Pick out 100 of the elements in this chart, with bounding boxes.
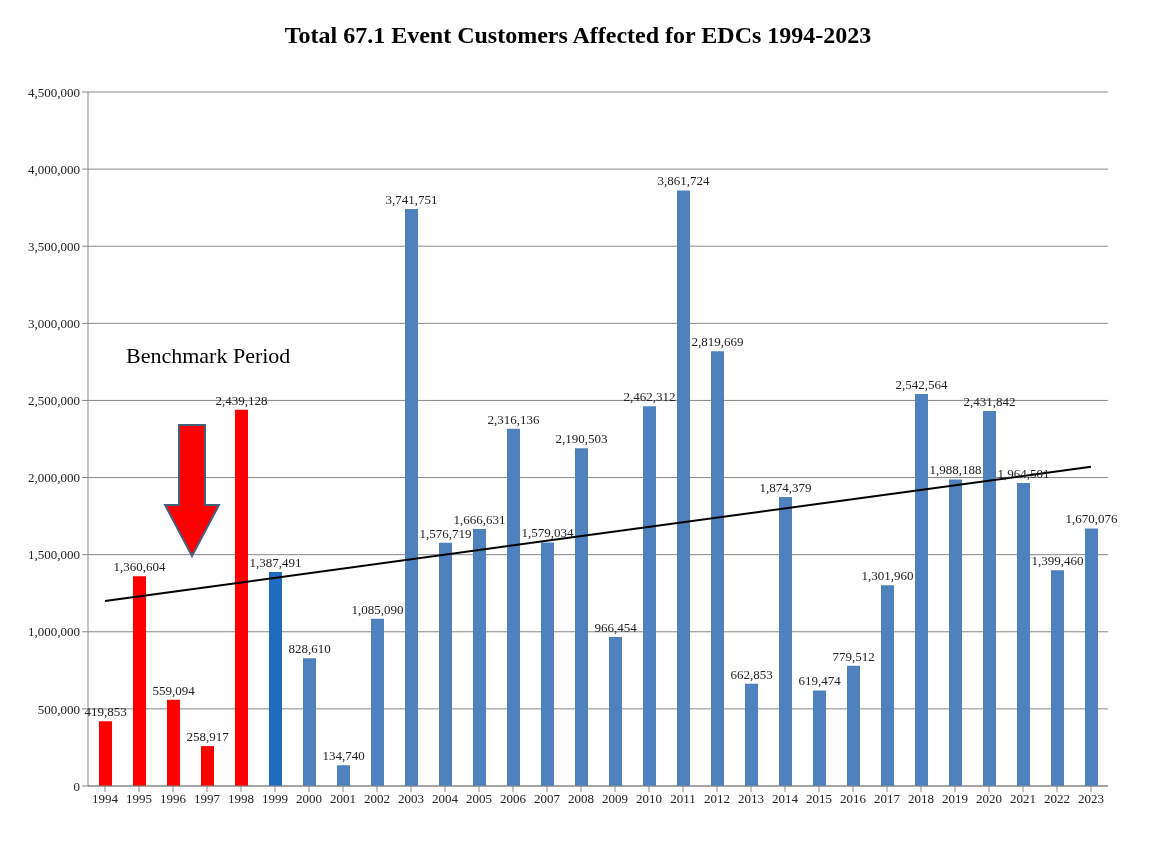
- x-tick-label: 2008: [568, 791, 594, 807]
- x-tick-label: 2017: [874, 791, 901, 807]
- data-label: 1,301,960: [861, 568, 914, 584]
- y-tick-label: 3,000,000: [28, 315, 80, 331]
- x-tick-label: 2001: [330, 791, 356, 807]
- bar: [269, 572, 282, 786]
- y-tick-label: 3,500,000: [28, 238, 80, 254]
- x-tick-label: 2002: [364, 791, 390, 807]
- data-label: 2,542,564: [895, 376, 948, 392]
- x-tick-label: 1997: [194, 791, 221, 807]
- data-label: 619,474: [798, 673, 842, 689]
- x-tick-label: 2003: [398, 791, 424, 807]
- data-label: 1,666,631: [453, 511, 506, 527]
- data-label: 2,462,312: [623, 389, 676, 405]
- bar: [745, 683, 758, 786]
- x-tick-label: 1995: [126, 791, 152, 807]
- data-label: 559,094: [152, 682, 196, 698]
- bar: [949, 479, 962, 786]
- data-label: 3,741,751: [385, 191, 438, 207]
- x-tick-label: 1998: [228, 791, 254, 807]
- bar: [643, 406, 656, 786]
- x-tick-label: 2022: [1044, 791, 1070, 807]
- bar: [541, 542, 554, 786]
- chart-title: Total 67.1 Event Customers Affected for EDCs 1994-2023: [283, 21, 873, 50]
- x-tick-label: 2010: [636, 791, 662, 807]
- data-label: 1,670,076: [1065, 511, 1118, 527]
- bar: [915, 393, 928, 786]
- y-tick-label: 2,000,000: [28, 470, 80, 486]
- bar: [405, 208, 418, 786]
- data-label: 2,439,128: [215, 392, 268, 408]
- data-label: 1,387,491: [249, 555, 302, 571]
- x-tick-label: 2014: [772, 791, 799, 807]
- bar: [609, 636, 622, 786]
- data-label: 2,316,136: [487, 411, 540, 427]
- x-tick-label: 2000: [296, 791, 322, 807]
- x-tick-label: 2013: [738, 791, 764, 807]
- x-tick-label: 2007: [534, 791, 561, 807]
- data-label: 662,853: [730, 666, 773, 682]
- data-label: 1,579,034: [521, 525, 574, 541]
- bar: [847, 665, 860, 786]
- y-tick-label: 1,000,000: [28, 624, 80, 640]
- x-tick-label: 1994: [92, 791, 119, 807]
- x-tick-label: 2004: [432, 791, 459, 807]
- x-tick-label: 2019: [942, 791, 968, 807]
- bar: [133, 576, 146, 786]
- data-label: 258,917: [186, 729, 230, 745]
- bar: [371, 618, 384, 786]
- x-tick-label: 2006: [500, 791, 527, 807]
- data-label: 2,819,669: [691, 334, 744, 350]
- data-label: 966,454: [594, 619, 638, 635]
- x-tick-label: 2011: [670, 791, 696, 807]
- data-label: 1,988,188: [929, 462, 982, 478]
- x-tick-label: 2021: [1010, 791, 1036, 807]
- x-tick-label: 2023: [1078, 791, 1104, 807]
- y-tick-label: 500,000: [37, 701, 80, 717]
- x-tick-label: 2020: [976, 791, 1002, 807]
- y-tick-label: 4,000,000: [28, 161, 80, 177]
- data-label: 419,853: [84, 704, 127, 720]
- x-tick-label: 2018: [908, 791, 934, 807]
- bar: [201, 746, 214, 786]
- y-tick-label: 0: [73, 778, 80, 794]
- x-tick-label: 2012: [704, 791, 730, 807]
- bar: [303, 658, 316, 786]
- data-label: 1,399,460: [1031, 553, 1084, 569]
- data-label: 3,861,724: [657, 173, 710, 189]
- bar: [1085, 528, 1098, 786]
- y-tick-label: 2,500,000: [28, 393, 80, 409]
- y-tick-label: 1,500,000: [28, 547, 80, 563]
- bar: [1017, 483, 1030, 786]
- data-label: 1,576,719: [419, 525, 472, 541]
- bar: [473, 528, 486, 786]
- bar: [507, 428, 520, 786]
- bar: [983, 410, 996, 786]
- y-tick-label: 4,500,000: [28, 84, 80, 100]
- data-label: 828,610: [288, 641, 331, 657]
- bar: [337, 765, 350, 786]
- data-label: 779,512: [832, 648, 875, 664]
- x-tick-label: 2015: [806, 791, 832, 807]
- x-tick-label: 1999: [262, 791, 288, 807]
- data-label: 134,740: [322, 748, 365, 764]
- bar: [779, 496, 792, 786]
- x-tick-label: 2016: [840, 791, 867, 807]
- annotation: Benchmark Period: [126, 343, 291, 369]
- bar: [439, 542, 452, 786]
- bar: [813, 690, 826, 786]
- bar: [99, 721, 112, 786]
- x-tick-label: 1996: [160, 791, 187, 807]
- data-label: 1,085,090: [351, 601, 404, 617]
- data-label: 2,431,842: [963, 393, 1016, 409]
- bar: [677, 190, 690, 786]
- data-label: 1,360,604: [113, 559, 166, 575]
- bar: [711, 351, 724, 786]
- x-tick-label: 2009: [602, 791, 628, 807]
- data-label: 1,874,379: [759, 479, 812, 495]
- bar: [881, 585, 894, 786]
- bar: [235, 409, 248, 786]
- bar: [1051, 570, 1064, 786]
- bar: [167, 699, 180, 786]
- bar: [575, 448, 588, 786]
- x-tick-label: 2005: [466, 791, 492, 807]
